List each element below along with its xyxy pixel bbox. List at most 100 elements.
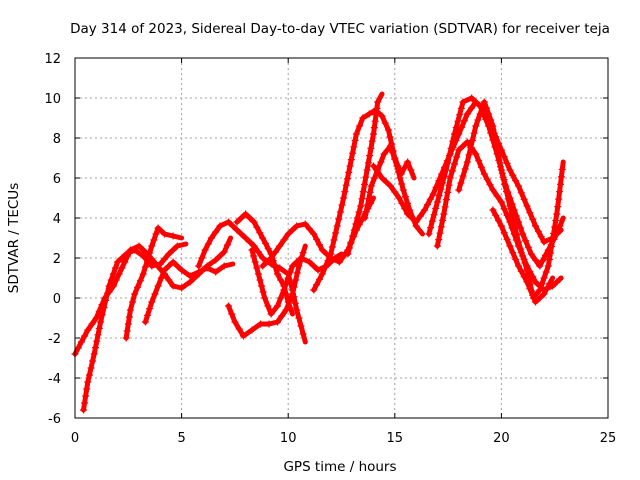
data-point xyxy=(428,217,436,225)
data-point xyxy=(446,174,454,182)
data-point xyxy=(429,190,437,198)
data-point xyxy=(284,298,292,306)
data-point xyxy=(157,274,165,282)
data-point xyxy=(274,318,281,326)
plot-frame xyxy=(74,57,609,419)
data-point xyxy=(395,168,402,176)
data-point xyxy=(152,230,160,238)
data-point xyxy=(107,276,115,284)
data-point xyxy=(495,217,503,225)
data-point xyxy=(186,272,194,280)
data-point xyxy=(262,239,269,247)
data-point xyxy=(350,143,358,151)
data-point xyxy=(114,258,122,266)
series-line xyxy=(490,207,556,305)
data-point xyxy=(345,168,353,176)
data-point xyxy=(81,399,89,407)
data-point xyxy=(148,242,156,250)
data-point xyxy=(89,357,97,365)
data-point xyxy=(401,205,409,213)
data-point xyxy=(351,136,359,144)
data-point xyxy=(146,249,154,257)
data-point xyxy=(134,283,141,291)
series-line xyxy=(456,99,566,301)
data-point xyxy=(461,165,469,173)
data-point xyxy=(154,224,162,232)
data-point xyxy=(537,233,545,241)
data-point xyxy=(97,318,105,326)
data-point xyxy=(558,165,566,173)
data-point xyxy=(212,228,220,236)
data-point xyxy=(105,282,113,290)
data-point xyxy=(271,263,279,271)
data-point xyxy=(112,264,119,272)
data-point xyxy=(280,286,288,294)
data-point xyxy=(358,195,366,203)
data-point xyxy=(364,159,372,167)
axis-ticks: 0 5 10 15 20 25 -6 -4 -2 0 2 4 6 8 10 12 xyxy=(44,52,616,446)
data-point xyxy=(551,223,559,231)
data-point xyxy=(557,173,565,181)
data-point xyxy=(540,274,548,282)
data-point xyxy=(151,290,159,298)
data-point xyxy=(532,256,539,264)
data-point xyxy=(382,178,390,186)
data-point xyxy=(344,250,352,258)
data-point xyxy=(237,230,245,238)
data-point xyxy=(289,262,296,270)
data-point xyxy=(335,258,343,266)
data-point xyxy=(361,214,369,222)
data-point xyxy=(123,327,131,335)
data-point xyxy=(377,158,385,166)
data-point xyxy=(456,111,464,119)
data-point xyxy=(346,244,353,252)
data-point xyxy=(148,298,156,306)
data-point xyxy=(536,294,544,302)
data-point xyxy=(373,104,381,112)
data-point xyxy=(522,237,530,245)
data-point xyxy=(367,182,375,190)
data-point xyxy=(536,262,544,270)
data-point xyxy=(436,229,444,237)
data-point xyxy=(80,406,87,414)
data-point xyxy=(416,212,424,220)
data-point xyxy=(389,149,397,157)
data-point xyxy=(396,174,404,182)
data-point xyxy=(165,276,173,284)
data-point xyxy=(259,234,267,242)
data-point xyxy=(253,264,261,272)
series-pass-6 xyxy=(225,243,308,340)
data-point xyxy=(340,194,348,202)
data-point xyxy=(440,210,448,218)
data-point xyxy=(536,286,544,294)
data-point xyxy=(293,258,301,266)
data-point xyxy=(480,98,488,106)
data-point xyxy=(359,114,367,122)
series-pass-9 xyxy=(259,195,376,270)
data-point xyxy=(207,234,215,242)
data-point xyxy=(125,313,133,321)
data-point xyxy=(370,124,378,132)
data-point xyxy=(472,122,480,130)
data-point xyxy=(546,249,554,257)
data-point xyxy=(95,324,103,332)
y-tick-label: 6 xyxy=(53,172,61,187)
data-point xyxy=(370,162,377,170)
data-point xyxy=(336,208,344,216)
series-pass-3 xyxy=(122,224,185,342)
data-point xyxy=(508,209,516,217)
series-pass-16 xyxy=(455,98,566,302)
data-point xyxy=(274,302,281,310)
data-point xyxy=(521,259,529,267)
data-point xyxy=(347,238,355,246)
data-point xyxy=(84,378,92,386)
data-point xyxy=(265,320,273,328)
data-point xyxy=(169,282,177,290)
data-point xyxy=(515,238,522,246)
data-point xyxy=(448,167,456,175)
data-point xyxy=(543,285,551,293)
data-point xyxy=(552,217,560,224)
data-point xyxy=(421,206,429,214)
data-point xyxy=(398,199,406,207)
